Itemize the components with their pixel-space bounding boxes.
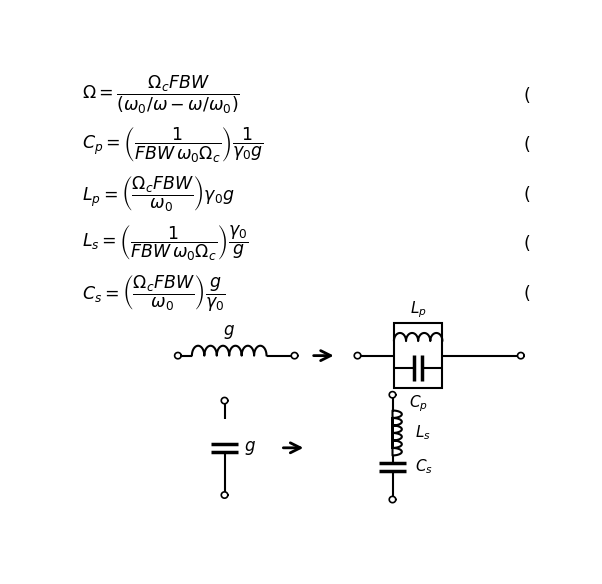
Polygon shape bbox=[354, 353, 361, 359]
Text: $L_p$: $L_p$ bbox=[410, 300, 427, 320]
Polygon shape bbox=[175, 353, 181, 359]
Text: $C_s$: $C_s$ bbox=[415, 458, 433, 477]
Text: $C_s = \left(\dfrac{\Omega_c FBW}{\omega_0}\right)\dfrac{g}{\gamma_0}$: $C_s = \left(\dfrac{\Omega_c FBW}{\omega… bbox=[82, 273, 226, 312]
Text: $(\ $: $(\ $ bbox=[523, 233, 530, 253]
Polygon shape bbox=[222, 492, 228, 498]
Text: $C_p = \left(\dfrac{1}{FBW\,\omega_0\Omega_c}\right)\dfrac{1}{\gamma_0 g}$: $C_p = \left(\dfrac{1}{FBW\,\omega_0\Ome… bbox=[82, 125, 264, 164]
Text: $(\ $: $(\ $ bbox=[523, 85, 530, 105]
Text: $(\ $: $(\ $ bbox=[523, 184, 530, 204]
Text: $L_s = \left(\dfrac{1}{FBW\,\omega_0\Omega_c}\right)\dfrac{\gamma_0}{g}$: $L_s = \left(\dfrac{1}{FBW\,\omega_0\Ome… bbox=[82, 224, 249, 263]
Text: $L_p = \left(\dfrac{\Omega_c FBW}{\omega_0}\right)\gamma_0 g$: $L_p = \left(\dfrac{\Omega_c FBW}{\omega… bbox=[82, 174, 235, 213]
Polygon shape bbox=[389, 496, 396, 503]
Text: $g$: $g$ bbox=[244, 439, 256, 457]
Text: $C_p$: $C_p$ bbox=[409, 394, 427, 414]
Text: $g$: $g$ bbox=[223, 323, 235, 341]
Text: $(\ $: $(\ $ bbox=[523, 134, 530, 154]
Polygon shape bbox=[222, 398, 228, 404]
Text: $L_s$: $L_s$ bbox=[415, 423, 430, 442]
Text: $(\ $: $(\ $ bbox=[523, 283, 530, 303]
Text: $\Omega = \dfrac{\Omega_c FBW}{(\omega_0/\omega - \omega/\omega_0)}$: $\Omega = \dfrac{\Omega_c FBW}{(\omega_0… bbox=[82, 74, 240, 116]
Polygon shape bbox=[518, 353, 524, 359]
Polygon shape bbox=[389, 392, 396, 398]
Polygon shape bbox=[291, 353, 298, 359]
Bar bbox=[394, 324, 442, 388]
